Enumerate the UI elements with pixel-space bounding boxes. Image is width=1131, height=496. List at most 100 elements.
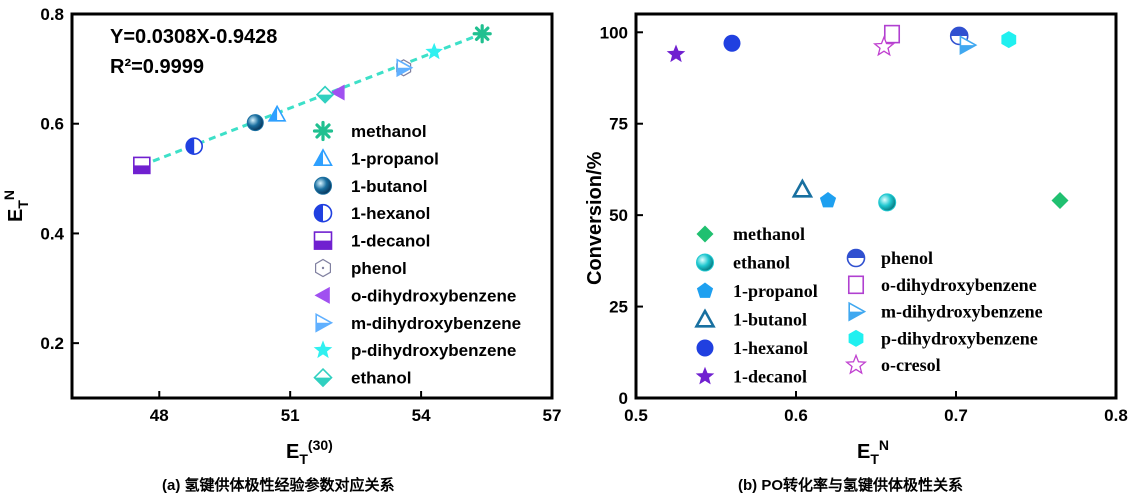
point-1-hexanol	[723, 34, 741, 52]
point-ethanol	[878, 193, 897, 212]
legend-item: 1-butanol	[694, 308, 807, 330]
x-tick-label: 0.7	[944, 406, 968, 425]
point-methanol	[1051, 192, 1069, 210]
point-1-butanol	[791, 178, 814, 198]
legend-item: 1-decanol	[695, 366, 807, 387]
legend-marker	[848, 329, 864, 347]
legend-item: 1-decanol	[313, 231, 430, 251]
legend-marker	[696, 225, 714, 243]
legend-marker	[312, 120, 334, 142]
legend-label: o-cresol	[881, 355, 941, 375]
legend-item: p-dihydroxybenzene	[848, 328, 1038, 348]
legend-item: methanol	[312, 120, 427, 142]
legend-label: 1-hexanol	[733, 338, 808, 358]
legend-item: m-dihydroxybenzene	[848, 301, 1043, 322]
y-tick-label: 0.6	[40, 115, 64, 134]
y-tick-label: 0.8	[40, 5, 64, 24]
point-o-dihydroxybenzene	[330, 84, 345, 101]
legend-label: ethanol	[351, 369, 411, 388]
point-p-dihydroxybenzene	[1001, 31, 1017, 49]
x-axis-label-a: ET(30)	[286, 437, 333, 467]
axis-ticks-b: 0.5 0.6 0.7 0.8 0 25 50 75 100	[600, 23, 1128, 425]
legend-label: phenol	[881, 248, 933, 268]
legend-label: 1-butanol	[733, 310, 807, 330]
point-1-propanol	[819, 192, 837, 208]
legend-item: methanol	[696, 224, 805, 244]
point-1-decanol	[666, 44, 686, 63]
point-o-dihydroxybenzene	[883, 24, 901, 44]
y-tick-label: 75	[609, 115, 628, 134]
legend-item: 1-hexanol	[696, 338, 808, 358]
legend-marker	[313, 203, 333, 223]
legend-item: 1-butanol	[314, 176, 428, 196]
caption-a: (a) 氢键供体极性经验参数对应关系	[162, 476, 395, 494]
y-tick-label: 25	[609, 298, 628, 317]
point-ethanol	[315, 85, 335, 104]
chart-panel-a: 48 51 54 57 0.2 0.4 0.6 0.8 Y=0.0308X-0.9428 R²…	[1, 5, 561, 467]
legend-item: o-cresol	[844, 353, 941, 375]
y-axis-label-a: ETN	[1, 190, 31, 222]
legend-marker	[696, 282, 714, 298]
x-tick-label: 51	[281, 406, 300, 425]
point-1-decanol	[133, 156, 151, 175]
y-tick-label: 50	[609, 206, 628, 225]
legend-item: p-dihydroxybenzene	[313, 340, 516, 360]
legend-label: 1-propanol	[351, 149, 439, 168]
x-axis-label-b: ETN	[857, 437, 889, 467]
x-tick-label: 0.5	[624, 406, 648, 425]
point-1-hexanol	[185, 137, 203, 156]
legend-marker	[313, 340, 333, 359]
plot-frame-b	[634, 12, 1118, 400]
legend-marker	[696, 339, 714, 357]
legend-label: m-dihydroxybenzene	[351, 314, 521, 333]
legend-marker	[847, 275, 865, 295]
legend-marker	[848, 301, 867, 322]
x-tick-label: 57	[543, 406, 562, 425]
legend-label: 1-decanol	[733, 367, 807, 387]
y-axis-label-b: Conversion/%	[584, 151, 606, 285]
legend-marker	[313, 231, 333, 250]
legend-marker	[313, 148, 333, 166]
plot-frame-a	[70, 12, 554, 400]
caption-b: (b) PO转化率与氢键供体极性关系	[738, 476, 963, 494]
y-tick-label: 100	[600, 23, 628, 42]
legend-label: o-dihydroxybenzene	[881, 275, 1037, 295]
legend-label: phenol	[351, 259, 407, 278]
legend-label: 1-decanol	[351, 232, 430, 251]
legend-item: 1-hexanol	[313, 203, 430, 223]
x-tick-label: 0.8	[1104, 406, 1128, 425]
axis-ticks-a: 48 51 54 57 0.2 0.4 0.6 0.8	[40, 5, 561, 425]
point-1-propanol	[267, 104, 287, 122]
legend-item: 1-propanol	[696, 281, 818, 301]
legend-marker	[844, 353, 868, 375]
legend-marker	[695, 366, 715, 385]
legend-marker	[315, 312, 334, 333]
legend-item: o-dihydroxybenzene	[314, 286, 516, 305]
legend-marker	[315, 258, 331, 278]
point-m-dihydroxybenzene	[959, 35, 978, 55]
legend-item: ethanol	[313, 367, 411, 388]
y-tick-label: 0.2	[40, 334, 64, 353]
x-tick-label: 48	[150, 406, 169, 425]
y-tick-label: 0	[619, 389, 628, 408]
legend-item: ethanol	[696, 253, 790, 273]
legend-item: o-dihydroxybenzene	[847, 275, 1037, 295]
legend-item: phenol	[315, 258, 407, 278]
point-o-cresol	[872, 35, 896, 57]
legend-marker	[696, 253, 714, 272]
y-tick-label: 0.4	[40, 224, 64, 243]
legend-b: methanol ethanol 1-propanol 1-butanol 1-hexa…	[694, 224, 1043, 387]
legend-label: 1-propanol	[733, 281, 818, 301]
legend-label: o-dihydroxybenzene	[351, 286, 516, 305]
legend-a: methanol 1-propanol 1-butanol 1-hexanol 1-de…	[312, 120, 521, 388]
fit-equation: Y=0.0308X-0.9428	[110, 26, 277, 48]
legend-marker	[314, 286, 330, 304]
point-m-dihydroxybenzene	[396, 58, 414, 78]
legend-label: m-dihydroxybenzene	[881, 302, 1043, 322]
point-1-butanol	[246, 114, 264, 132]
legend-label: p-dihydroxybenzene	[881, 328, 1038, 348]
data-points-b	[666, 24, 1069, 212]
point-methanol	[472, 24, 492, 44]
